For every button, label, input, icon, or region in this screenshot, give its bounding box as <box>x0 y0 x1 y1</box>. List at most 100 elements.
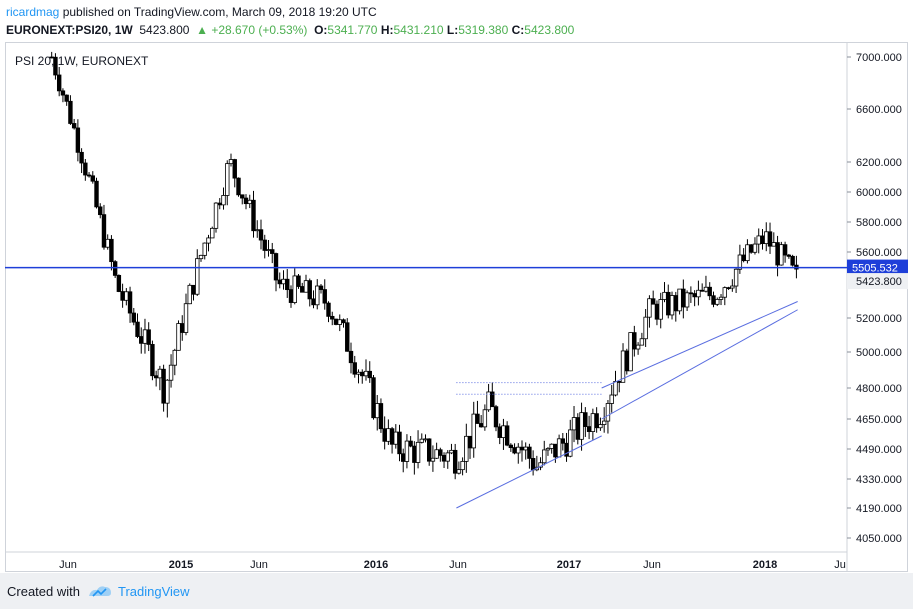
candle-body <box>232 159 237 179</box>
candle-body <box>75 127 81 153</box>
candle-body <box>730 285 735 289</box>
candle-body <box>684 292 690 308</box>
last-price-badge <box>847 273 908 290</box>
trendlines-layer <box>456 301 798 509</box>
price-tick-label: 6000.000 <box>856 187 902 199</box>
candle-body <box>378 403 384 430</box>
candle-body <box>236 177 241 196</box>
candle-body <box>191 284 196 295</box>
candle-body <box>624 350 629 372</box>
candle-body <box>367 370 372 379</box>
time-tick-label: Jun <box>449 559 467 571</box>
candle-body <box>176 323 181 351</box>
high-value: 5431.210 <box>393 23 444 37</box>
price-tick-label: 4050.000 <box>856 533 902 545</box>
candle-body <box>733 268 739 287</box>
candle-body <box>745 244 750 262</box>
candle-body <box>187 284 192 305</box>
candle-body <box>153 375 159 379</box>
candle-body <box>519 446 525 451</box>
candle-body <box>333 318 339 325</box>
candle-body <box>699 289 705 292</box>
candle-body <box>560 438 566 444</box>
candle-body <box>262 239 267 251</box>
candle-body <box>639 338 645 346</box>
candle-body <box>711 295 716 305</box>
candle-body <box>60 90 66 96</box>
candle-body <box>737 254 743 270</box>
candle-body <box>371 377 376 419</box>
time-axis: Jun 2015 Jun 2016 Jun 2017 Jun 2018 Ju <box>59 559 846 571</box>
candle-body <box>270 249 275 254</box>
candle-body <box>109 238 114 263</box>
candle-body <box>292 275 297 303</box>
candle-body <box>752 243 758 253</box>
candle-body <box>605 403 611 422</box>
price-axis: 7000.000 6600.000 6200.000 6000.000 5800.000… <box>847 52 902 545</box>
candle-body <box>315 285 320 306</box>
candle-body <box>504 425 510 446</box>
high-label: H: <box>380 23 394 37</box>
tradingview-logo-icon[interactable] <box>87 583 113 604</box>
price-tick-label: 4190.000 <box>856 503 902 515</box>
low-label: L: <box>446 23 459 37</box>
open-label: O: <box>314 23 328 37</box>
candle-body <box>150 344 155 377</box>
price-tick-label: 5200.000 <box>856 313 902 325</box>
candle-body <box>120 291 125 301</box>
candle-body <box>285 278 290 291</box>
candle-body <box>579 412 584 440</box>
candle-body <box>508 444 514 449</box>
candle-body <box>307 280 312 300</box>
candle-body <box>210 227 215 239</box>
candle-body <box>756 235 761 245</box>
candle-body <box>116 274 122 292</box>
support-trendline[interactable] <box>601 309 798 420</box>
candle-body <box>609 394 614 404</box>
symbol-name[interactable]: EURONEXT:PSI20, 1W <box>6 23 133 37</box>
candle-body <box>90 175 95 182</box>
time-tick-label: 2015 <box>169 559 193 571</box>
tradingview-brand-link[interactable]: TradingView <box>118 584 190 599</box>
candle-body <box>707 286 712 297</box>
time-tick-label: Jun <box>250 559 268 571</box>
candle-body <box>658 299 663 320</box>
price-tick-label: 7000.000 <box>856 52 902 64</box>
candle-body <box>790 255 795 266</box>
candle-body <box>617 381 622 383</box>
support-trendline[interactable] <box>601 301 798 389</box>
candle-body <box>404 440 410 462</box>
candle-body <box>419 438 424 443</box>
candle-body <box>401 453 406 462</box>
candle-body <box>56 74 62 92</box>
candle-body <box>206 237 211 244</box>
time-tick-label: Jun <box>59 559 77 571</box>
candle-body <box>375 403 380 419</box>
candle-body <box>475 413 480 424</box>
support-trendline[interactable] <box>456 435 602 509</box>
candle-body <box>68 100 73 124</box>
candle-body <box>255 229 260 232</box>
candle-body <box>86 174 92 177</box>
candle-body <box>703 286 709 292</box>
candle-body <box>53 56 58 76</box>
time-tick-label: 2017 <box>557 559 581 571</box>
candle-body <box>393 431 398 445</box>
candle-body <box>423 438 428 441</box>
candle-body <box>775 242 780 266</box>
candle-body <box>225 163 230 196</box>
candle-body <box>568 429 573 457</box>
candle-body <box>493 406 499 428</box>
candle-body <box>326 302 331 317</box>
candle-body <box>542 449 547 464</box>
candle-body <box>478 423 484 428</box>
candle-body <box>512 447 517 454</box>
candle-body <box>553 443 558 458</box>
price-tick-label: 6600.000 <box>856 104 902 116</box>
series-legend[interactable]: PSI 20, 1W, EURONEXT <box>15 54 149 68</box>
username-link[interactable]: ricardmag <box>6 5 60 19</box>
candle-body <box>718 296 724 300</box>
chart-frame[interactable] <box>5 42 908 572</box>
candle-body <box>647 298 652 318</box>
